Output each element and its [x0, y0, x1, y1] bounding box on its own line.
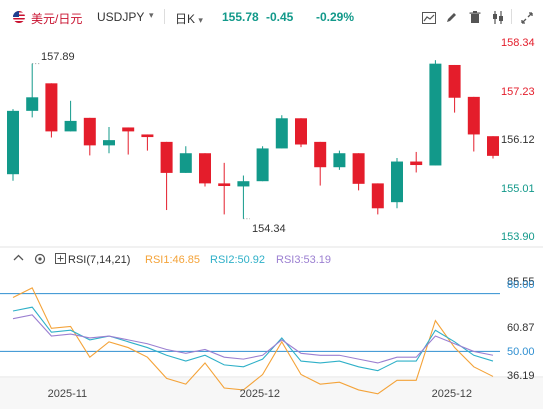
rsi-tick-label: 50.00 [507, 346, 535, 358]
indicator-expand-icon[interactable] [55, 253, 66, 267]
rsi2-line [12, 306, 494, 372]
date-axis-bg [0, 378, 543, 409]
rsi-tick-label: 36.19 [507, 370, 535, 382]
symbol-caret-icon[interactable]: ▾ [149, 10, 154, 20]
candle-body [467, 96, 480, 135]
candle-body [295, 118, 307, 145]
rsi2-value: RSI2:50.92 [210, 254, 266, 266]
trash-icon [469, 11, 480, 23]
candle-body [275, 118, 288, 149]
candle-body [26, 97, 39, 111]
date-tick-label: 2025-12 [431, 388, 472, 400]
candle-body [237, 181, 250, 187]
candle-body [64, 120, 77, 132]
candle-body [141, 134, 154, 138]
collapse-icon[interactable] [13, 253, 24, 267]
symbol-name-cn[interactable]: 美元/日元 [31, 12, 83, 26]
last-price: 155.78 [222, 10, 259, 24]
chart-style-icon [421, 11, 436, 24]
period-caret-icon: ▾ [198, 15, 203, 25]
candle-body [487, 136, 499, 156]
candle-body [352, 153, 365, 184]
candle-body [83, 117, 96, 146]
toolbar-divider [511, 9, 512, 24]
candle-body [103, 140, 115, 146]
candle-body [122, 127, 135, 132]
price-change: -0.45 [266, 10, 294, 24]
low-annotation: 154.34 [252, 223, 286, 235]
period-label: 日K [175, 12, 196, 26]
rsi3-value: RSI3:53.19 [276, 254, 332, 266]
price-tick-label: 153.90 [501, 231, 535, 243]
toolbar-divider [164, 9, 165, 24]
rsi1-line [12, 287, 494, 395]
candle-body [371, 183, 384, 209]
chart-style-button[interactable] [420, 9, 437, 26]
indicator-settings-button[interactable] [489, 9, 506, 26]
indicator-settings-icon[interactable] [34, 253, 46, 268]
candle-body [160, 141, 173, 173]
rsi-legend: RSI(7,14,21) RSI1:46.85 RSI2:50.92 RSI3:… [0, 251, 543, 271]
rsi3-line [12, 314, 494, 364]
price-change-pct: -0.29% [316, 10, 355, 24]
delete-button[interactable] [466, 9, 483, 26]
rsi-tick-label: 80.00 [507, 279, 535, 291]
price-tick-label: 157.23 [501, 85, 535, 98]
symbol-code[interactable]: USDJPY [97, 10, 145, 24]
price-tick-label: 155.01 [501, 182, 535, 195]
candle-body [7, 110, 19, 175]
rsi1-value: RSI1:46.85 [145, 254, 201, 266]
rsi-name: RSI(7,14,21) [68, 254, 131, 266]
price-tick-label: 156.12 [501, 134, 535, 146]
candle-body [256, 148, 269, 182]
settings-sliders-icon [492, 11, 503, 24]
candles-group [7, 60, 499, 219]
fullscreen-button[interactable] [518, 9, 535, 26]
date-tick-label: 2025-11 [47, 388, 88, 400]
candle-body [45, 83, 58, 132]
candle-body [448, 64, 461, 98]
candle-body [333, 153, 346, 168]
candle-body [314, 141, 327, 168]
candle-body [218, 183, 231, 187]
expand-icon [520, 11, 533, 24]
candle-body [179, 153, 192, 173]
price-tick-label: 158.34 [501, 37, 535, 49]
pencil-icon [447, 13, 456, 22]
rsi-tick-label: 85.55 [507, 276, 535, 288]
us-flag-icon [13, 11, 25, 23]
date-tick-label: 2025-12 [239, 388, 280, 400]
candle-body [410, 161, 423, 166]
high-annotation: 157.89 [41, 51, 75, 63]
draw-button[interactable] [443, 9, 460, 26]
candle-body [429, 63, 442, 166]
period-selector[interactable]: 日K ▾ [175, 10, 203, 27]
candle-body [391, 161, 403, 203]
toolbar: 美元/日元 USDJPY ▾ 日K ▾ 155.78 -0.45 -0.29% [0, 0, 543, 34]
rsi-tick-label: 60.87 [507, 322, 535, 334]
candle-body [199, 153, 211, 184]
